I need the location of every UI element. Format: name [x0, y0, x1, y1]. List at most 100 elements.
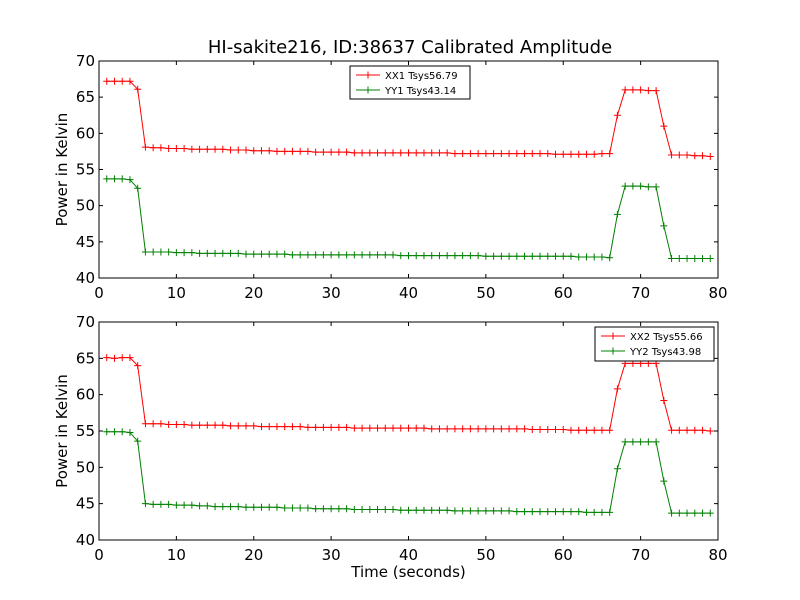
y-tick-label: 40 [76, 531, 95, 549]
data-point [521, 508, 529, 516]
data-point [497, 150, 505, 158]
data-point [381, 149, 389, 157]
data-point [505, 150, 513, 158]
x-tick-label: 10 [167, 284, 186, 302]
x-tick-label: 70 [631, 546, 650, 564]
data-point [335, 423, 343, 431]
legend-box [594, 326, 715, 362]
data-point [459, 252, 467, 260]
data-point [474, 507, 482, 515]
data-point [134, 362, 142, 370]
data-point [435, 506, 443, 514]
data-point [296, 504, 304, 512]
data-point [188, 145, 196, 153]
data-point [412, 506, 420, 514]
data-point [575, 426, 583, 434]
data-point [683, 426, 691, 434]
data-point [497, 252, 505, 260]
data-point [652, 183, 660, 191]
y-tick-label: 65 [76, 88, 95, 106]
legend-swatch [356, 71, 380, 79]
data-point [505, 507, 513, 515]
y-tick-label: 50 [76, 458, 95, 476]
data-point [706, 427, 714, 435]
data-point [497, 507, 505, 515]
bottom-subplot: 0 10 20 30 40 50 60 70 80 40 45 50 55 60 65 70 Power in … [53, 313, 728, 581]
data-point [188, 249, 196, 257]
data-point [613, 465, 621, 473]
data-point [683, 151, 691, 159]
data-point [637, 438, 645, 446]
data-point [242, 146, 250, 154]
y-tick-label: 55 [76, 422, 95, 440]
y-tick-label: 70 [76, 52, 95, 70]
data-point [103, 428, 111, 436]
data-point [103, 77, 111, 85]
data-point [598, 426, 606, 434]
data-point [281, 504, 289, 512]
x-tick-label: 30 [322, 284, 341, 302]
data-point [227, 503, 235, 511]
data-point [528, 508, 536, 516]
data-point [451, 507, 459, 515]
data-point [575, 508, 583, 516]
data-point [265, 503, 273, 511]
legend-swatch [601, 347, 625, 355]
data-point [110, 77, 118, 85]
data-point [668, 509, 676, 517]
data-point [273, 250, 281, 258]
data-point [582, 253, 590, 261]
data-point [343, 423, 351, 431]
x-tick-label: 40 [399, 284, 418, 302]
data-point [343, 251, 351, 259]
data-point [219, 145, 227, 153]
data-point [374, 251, 382, 259]
data-point [211, 503, 219, 511]
data-point [366, 149, 374, 157]
data-point [559, 252, 567, 260]
data-point [180, 501, 188, 509]
data-point [110, 428, 118, 436]
data-point [389, 424, 397, 432]
data-point [420, 149, 428, 157]
y-axis-label: Power in Kelvin [53, 113, 71, 227]
data-point [165, 420, 173, 428]
y-tick-label: 70 [76, 313, 95, 331]
data-point [629, 182, 637, 190]
data-point [590, 253, 598, 261]
data-point [474, 425, 482, 433]
data-point [428, 252, 436, 260]
data-point [110, 175, 118, 183]
data-point [420, 506, 428, 514]
data-point [675, 509, 683, 517]
data-point [141, 420, 149, 428]
data-point [621, 182, 629, 190]
data-point [706, 254, 714, 262]
data-point [234, 503, 242, 511]
data-point [683, 254, 691, 262]
data-point [234, 422, 242, 430]
x-axis-label: Time (seconds) [350, 563, 466, 581]
data-point [157, 500, 165, 508]
legend: XX1 Tsys56.79 YY1 Tsys43.14 [349, 65, 471, 100]
data-point [343, 148, 351, 156]
x-tick-label: 30 [322, 546, 341, 564]
data-point [552, 508, 560, 516]
data-point [180, 145, 188, 153]
data-point [435, 149, 443, 157]
data-point [327, 423, 335, 431]
data-point [366, 505, 374, 513]
data-point [590, 426, 598, 434]
data-point [675, 426, 683, 434]
data-point [660, 222, 668, 230]
x-tick-label: 0 [94, 546, 104, 564]
x-tick-label: 60 [554, 284, 573, 302]
data-point [443, 252, 451, 260]
data-point [381, 424, 389, 432]
data-point [149, 144, 157, 152]
data-point [575, 253, 583, 261]
data-point [157, 248, 165, 256]
data-point [304, 423, 312, 431]
data-point [474, 150, 482, 158]
data-point [335, 148, 343, 156]
